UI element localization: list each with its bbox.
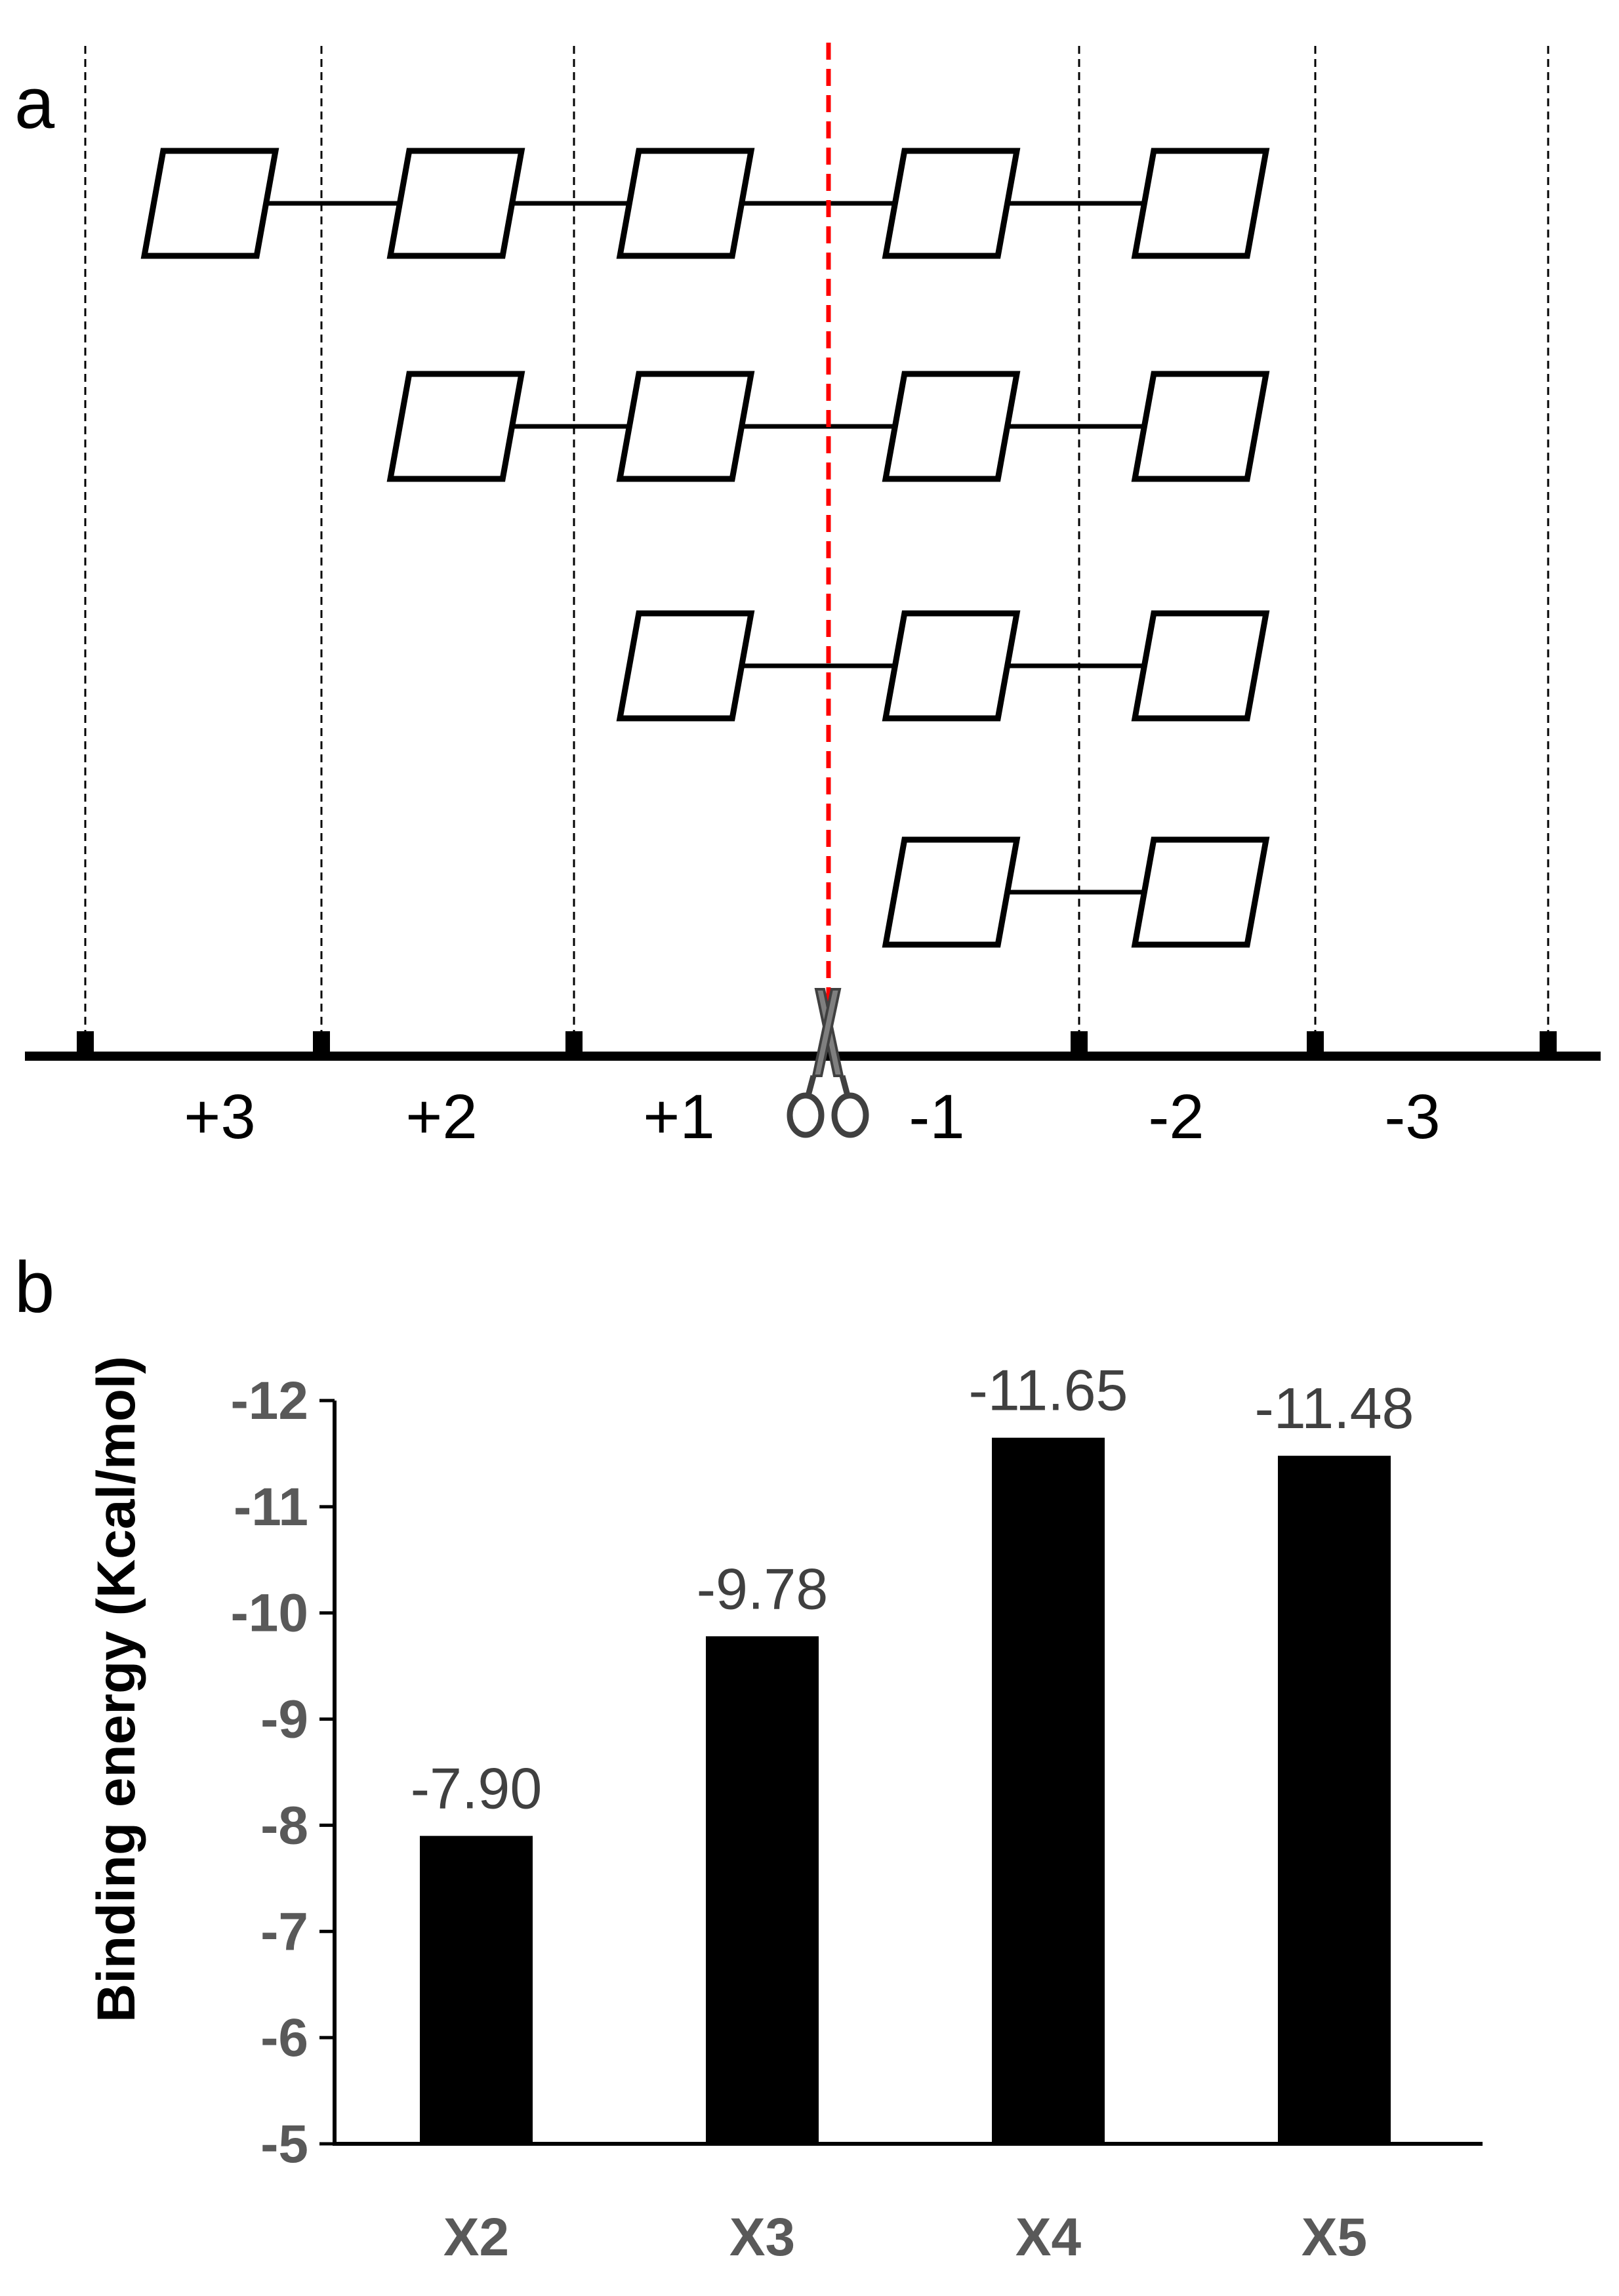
subsite-tick bbox=[313, 1031, 330, 1056]
y-axis-label: Binding energy (Kcal/mol) bbox=[87, 1356, 146, 2022]
bar-x5 bbox=[1278, 1456, 1391, 2144]
sugar-unit bbox=[616, 610, 755, 722]
sugar-unit bbox=[616, 148, 755, 259]
bars: -7.90 -9.78 -11.65 -11.48 bbox=[411, 1358, 1414, 2144]
sugar-unit bbox=[882, 148, 1021, 259]
sugar-unit bbox=[882, 836, 1021, 948]
subsite-tick bbox=[1540, 1031, 1557, 1056]
sugar-unit bbox=[140, 148, 279, 259]
sugar-unit bbox=[882, 371, 1021, 482]
oligomer-chains bbox=[140, 148, 1270, 948]
panel-a-diagram: a +3 +2 +1 -1 -2 -3 bbox=[14, 43, 1601, 1152]
position-label-minus1: -1 bbox=[909, 1082, 964, 1152]
subsite-tick bbox=[1307, 1031, 1324, 1056]
x-category-x2: X2 bbox=[443, 2207, 509, 2267]
value-label-x5: -11.48 bbox=[1255, 1376, 1414, 1441]
position-label-plus1: +1 bbox=[643, 1082, 714, 1152]
position-label-minus3: -3 bbox=[1384, 1082, 1440, 1152]
panel-b-letter: b bbox=[14, 1247, 54, 1328]
sugar-unit bbox=[1131, 836, 1270, 948]
position-label-plus2: +2 bbox=[405, 1082, 477, 1152]
sugar-unit bbox=[1131, 148, 1270, 259]
sugar-unit bbox=[882, 610, 1021, 722]
y-tick-label: -12 bbox=[230, 1371, 308, 1431]
sugar-unit bbox=[386, 148, 525, 259]
oligomer-row bbox=[882, 836, 1270, 948]
y-tick-label: -6 bbox=[260, 2008, 308, 2068]
sugar-unit bbox=[386, 371, 525, 482]
sugar-unit bbox=[1131, 610, 1270, 722]
y-axis-ticks: -12 -11 -10 -9 -8 -7 -6 -5 bbox=[230, 1371, 335, 2174]
oligomer-row bbox=[616, 610, 1270, 722]
bar-x3 bbox=[706, 1636, 819, 2144]
subsite-position-labels: +3 +2 +1 -1 -2 -3 bbox=[184, 1082, 1440, 1152]
y-tick-label: -9 bbox=[260, 1690, 308, 1750]
oligomer-row bbox=[386, 371, 1270, 482]
y-tick-label: -11 bbox=[234, 1477, 308, 1537]
y-tick-label: -5 bbox=[260, 2114, 308, 2174]
subsite-boundaries bbox=[84, 46, 1549, 1042]
y-tick-label: -7 bbox=[260, 1902, 308, 1961]
value-label-x3: -9.78 bbox=[697, 1556, 829, 1621]
y-tick-label: -8 bbox=[260, 1795, 308, 1855]
sugar-unit bbox=[616, 371, 755, 482]
subsite-tick bbox=[77, 1031, 94, 1056]
subsite-tick bbox=[565, 1031, 583, 1056]
x-axis-categories: X2 X3 X4 X5 bbox=[443, 2207, 1367, 2267]
panel-b-chart: b Binding energy (Kcal/mol) -12-11-10-9-… bbox=[14, 1247, 1483, 2267]
value-label-x4: -11.65 bbox=[969, 1358, 1128, 1423]
value-label-x2: -7.90 bbox=[411, 1756, 543, 1821]
x-category-x5: X5 bbox=[1301, 2207, 1367, 2267]
position-label-minus2: -2 bbox=[1148, 1082, 1204, 1152]
sugar-unit bbox=[1131, 371, 1270, 482]
panel-a-letter: a bbox=[14, 63, 55, 144]
subsite-tick bbox=[1071, 1031, 1088, 1056]
bar-x2 bbox=[420, 1835, 533, 2144]
bar-x4 bbox=[992, 1437, 1105, 2144]
y-tick-label: -10 bbox=[230, 1584, 308, 1643]
subsite-tick-marks bbox=[77, 1031, 1557, 1056]
position-label-plus3: +3 bbox=[184, 1082, 255, 1152]
x-category-x4: X4 bbox=[1015, 2207, 1082, 2267]
x-category-x3: X3 bbox=[729, 2207, 795, 2267]
scissors-icon bbox=[787, 988, 869, 1138]
oligomer-row bbox=[140, 148, 1270, 259]
